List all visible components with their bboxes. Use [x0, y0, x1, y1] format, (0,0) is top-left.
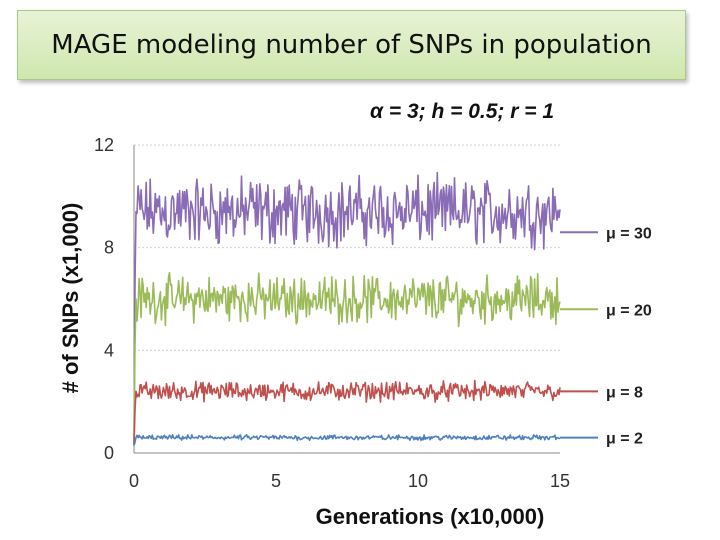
x-tick-label: 15	[550, 471, 570, 491]
x-axis-label: Generations (x10,000)	[316, 504, 545, 529]
x-tick-label: 5	[271, 471, 281, 491]
legend-label: μ = 8	[606, 384, 643, 401]
x-tick-label: 10	[408, 471, 428, 491]
legend: μ = 30 μ = 20 μ = 8 μ = 2	[560, 225, 652, 448]
series-lines	[133, 171, 561, 446]
series-line	[133, 171, 561, 446]
slide-title: MAGE modeling number of SNPs in populati…	[17, 10, 686, 80]
gridlines	[134, 144, 560, 351]
series-line	[133, 271, 561, 446]
y-tick-label: 4	[104, 340, 114, 360]
x-tick-label: 0	[129, 471, 139, 491]
series-line	[133, 434, 561, 446]
chart-title: α = 3; h = 0.5; r = 1	[370, 100, 554, 123]
legend-label: μ = 30	[606, 225, 652, 242]
legend-label: μ = 2	[606, 431, 643, 448]
legend-label: μ = 20	[606, 302, 652, 319]
y-tick-labels: 0 4 8 12	[94, 135, 114, 463]
y-tick-label: 0	[104, 443, 114, 463]
series-line	[133, 379, 561, 446]
y-axis-label: # of SNPs (x1,000)	[58, 203, 83, 394]
y-tick-label: 8	[104, 238, 114, 258]
y-tick-label: 12	[94, 135, 114, 155]
x-tick-labels: 0 5 10 15	[129, 471, 570, 491]
